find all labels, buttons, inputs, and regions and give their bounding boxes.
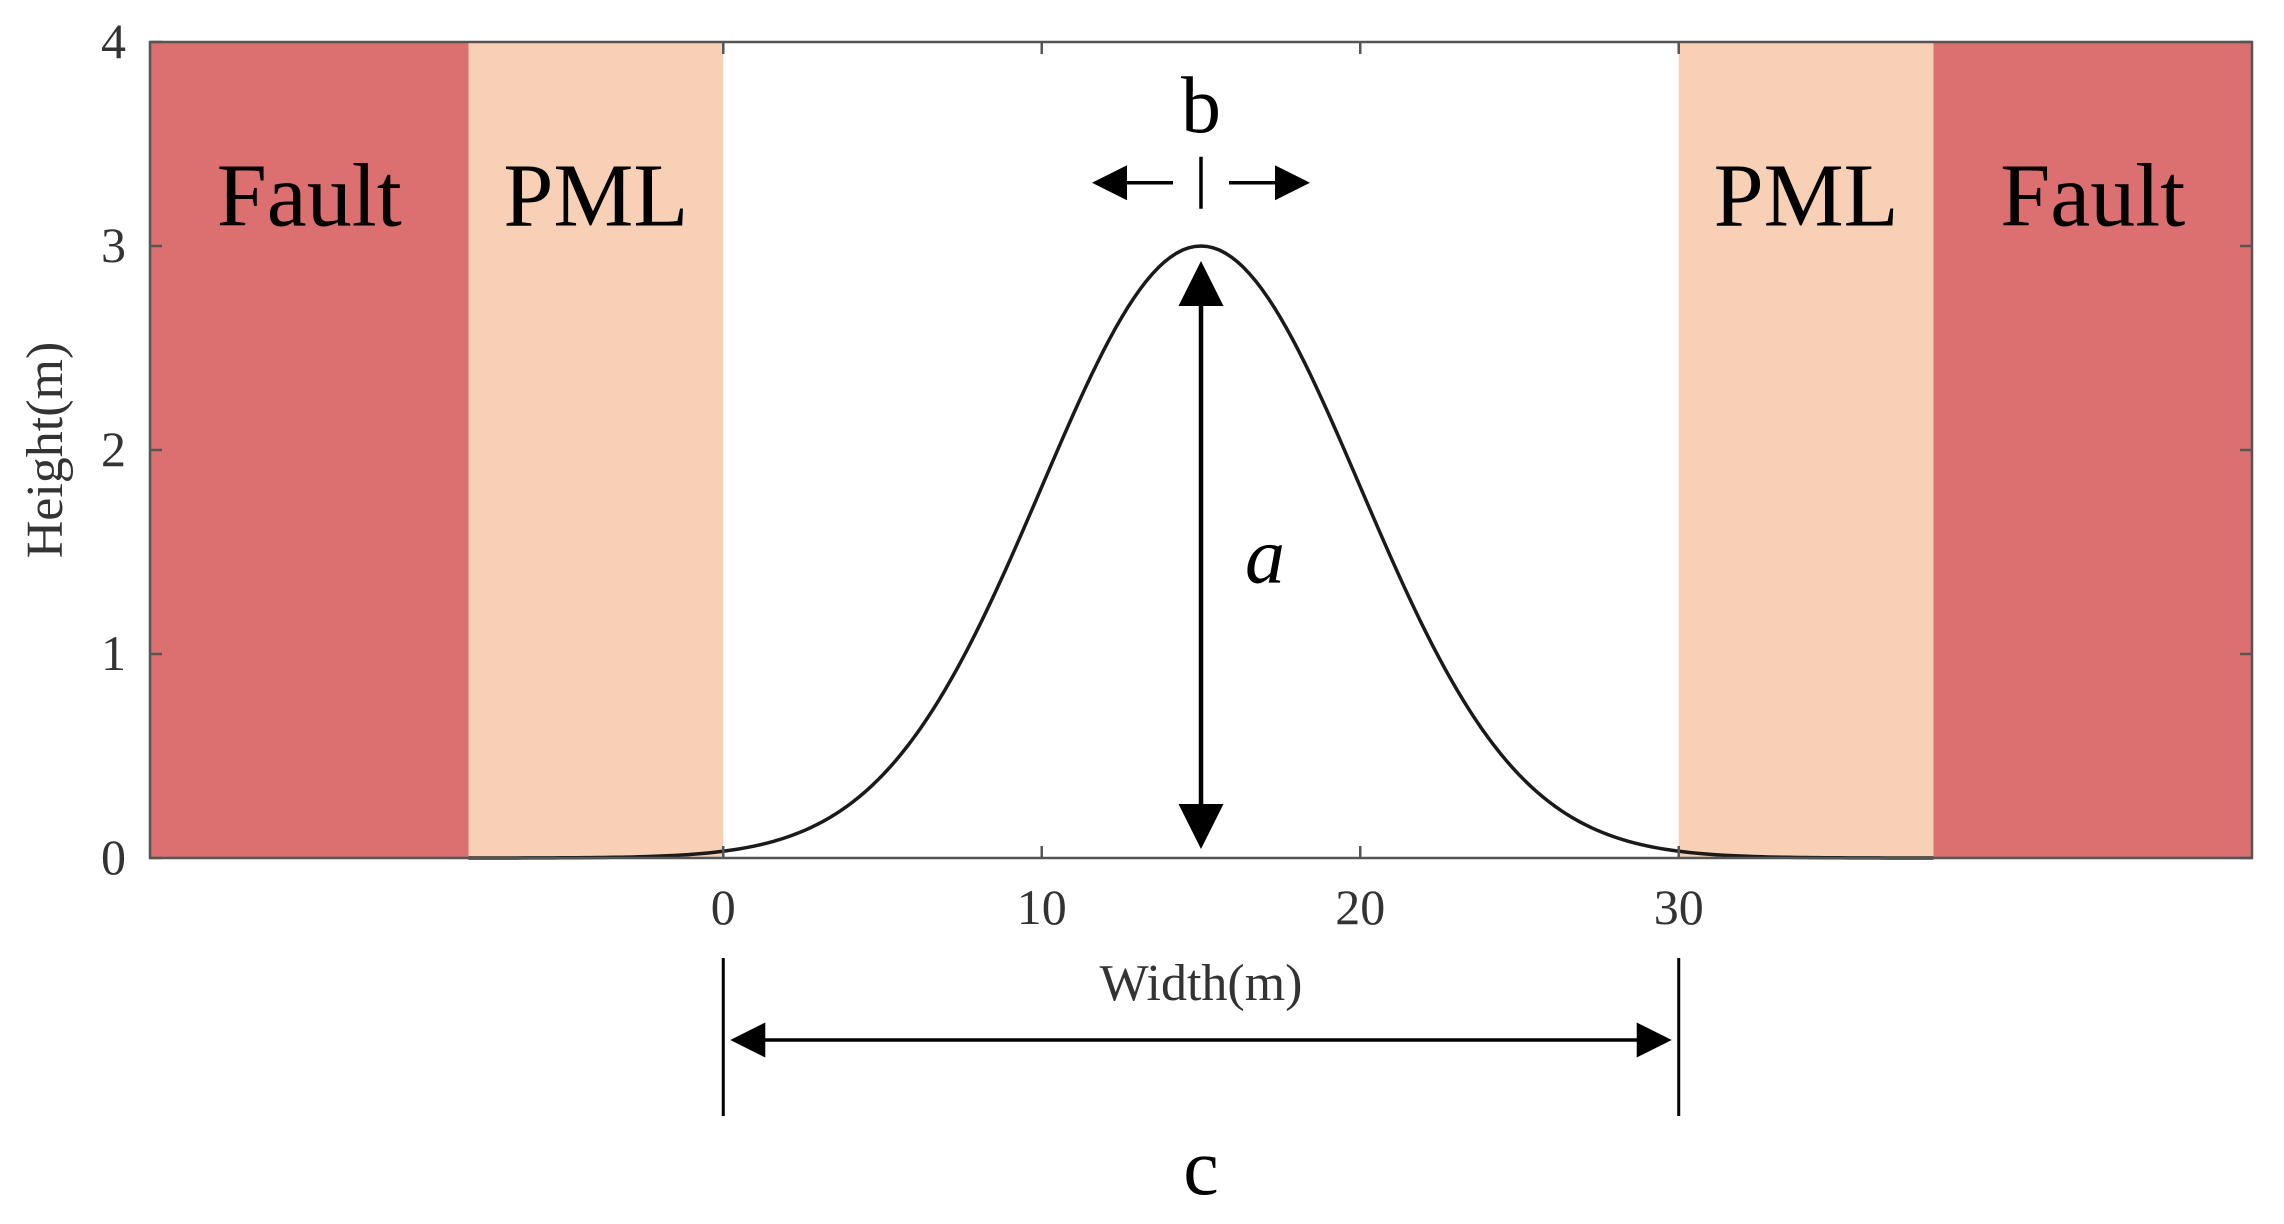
region-pml-2 — [1678, 42, 1934, 858]
y-tick-label: 4 — [101, 13, 126, 69]
region-label-pml-1: PML — [503, 147, 688, 246]
axis-ticks: 0 1 2 3 4 0 10 20 30 — [101, 13, 2252, 935]
y-tick-label: 2 — [101, 421, 126, 477]
x-tick-label: 30 — [1654, 879, 1704, 935]
region-fault-3 — [1933, 42, 2252, 858]
x-tick-label: 0 — [711, 879, 736, 935]
x-tick-label: 10 — [1017, 879, 1067, 935]
domain-width-label: c — [1183, 1124, 1219, 1212]
y-tick-label: 3 — [101, 217, 126, 273]
y-tick-label: 1 — [101, 625, 126, 681]
regions-layer — [150, 42, 2252, 858]
domain-width-annotation: c — [721, 958, 1681, 1212]
region-pml-1 — [468, 42, 724, 858]
x-axis-label: Width(m) — [1100, 955, 1303, 1012]
y-axis-label: Height(m) — [17, 342, 74, 559]
gaussian-curve — [468, 244, 1934, 860]
region-fault-0 — [150, 42, 469, 858]
height-annotation: a — [1178, 261, 1285, 849]
region-label-fault-3: Fault — [2000, 147, 2185, 246]
region-label-pml-2: PML — [1714, 147, 1899, 246]
peak-width-label: b — [1181, 62, 1221, 150]
y-tick-label: 0 — [101, 829, 126, 885]
region-label-fault-0: Fault — [217, 147, 402, 246]
peak-width-annotation: b — [1092, 62, 1310, 209]
height-label: a — [1245, 513, 1285, 601]
region-labels-layer: Fault PML PML Fault — [217, 147, 2186, 246]
x-tick-label: 20 — [1335, 879, 1385, 935]
